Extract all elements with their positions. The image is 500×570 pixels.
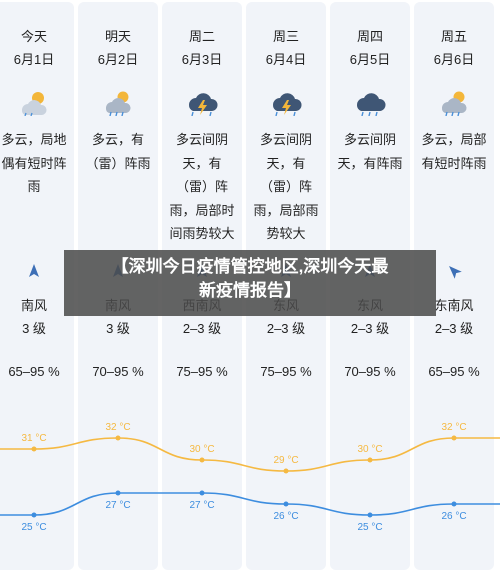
low-temp-label: 25 °C (21, 522, 46, 533)
wind-level: 3 级 (106, 321, 130, 336)
wind-direction: 东南风 (434, 298, 474, 313)
date-label: 6月5日 (349, 52, 391, 67)
high-temp-label: 32 °C (441, 422, 466, 433)
description-line: 多云间阴 (343, 132, 396, 147)
low-temp-label: 27 °C (189, 500, 214, 511)
thunderstorm-icon (184, 88, 220, 117)
high-temp-point (199, 457, 205, 463)
description-line: 天，有 (182, 155, 222, 171)
wind-direction: 南风 (20, 298, 47, 313)
high-temp-label: 30 °C (189, 444, 214, 455)
high-temp-label: 29 °C (273, 455, 298, 466)
date-label: 6月1日 (13, 52, 55, 67)
day-label: 周五 (440, 29, 467, 44)
description-line: 多云，局部 (421, 132, 487, 147)
low-temp-point (115, 490, 121, 496)
partly-cloudy-sun-icon (16, 88, 52, 117)
high-temp-point (451, 435, 457, 441)
date-label: 6月2日 (97, 52, 139, 67)
high-temp-label: 30 °C (357, 444, 382, 455)
wind-southeast-arrow-icon (446, 263, 462, 279)
partly-cloudy-rain-icon (436, 88, 472, 117)
day-label: 明天 (104, 29, 131, 44)
humidity-range: 70–95 % (344, 364, 396, 379)
low-temp-point (283, 501, 289, 507)
low-temp-point (31, 512, 37, 518)
low-temp-point (199, 490, 205, 496)
humidity-range: 75–95 % (176, 364, 228, 379)
cloud-sun-rain-icon (100, 88, 136, 117)
weather-description: 多云，有 （雷）阵雨 (75, 128, 161, 175)
humidity-range: 70–95 % (92, 364, 144, 379)
high-temp-point (283, 468, 289, 474)
wind-level: 2–3 级 (350, 321, 390, 336)
low-temp-line (0, 492, 500, 516)
high-temp-point (31, 446, 37, 452)
description-line: 势较大 (266, 226, 306, 241)
date-label: 6月3日 (181, 52, 223, 67)
high-temp-label: 31 °C (21, 433, 46, 444)
wind-level: 2–3 级 (266, 321, 306, 336)
wind-north-arrow-icon (26, 263, 42, 279)
description-line: 雨，局部时 (169, 202, 235, 218)
headline-text[interactable]: 【深圳今日疫情管控地区,深圳今天最 新疫情报告】 (64, 255, 436, 303)
date-label: 6月4日 (265, 52, 307, 67)
low-temp-label: 26 °C (441, 511, 466, 522)
weather-description: 多云间阴天，有阵雨 (327, 128, 413, 175)
low-temp-point (451, 501, 457, 507)
description-line: 有短时阵雨 (421, 155, 487, 171)
description-line: （雷）阵雨 (85, 155, 151, 171)
high-temp-point (367, 457, 373, 463)
weather-description: 多云间阴天，有 （雷）阵雨，局部雨势较大 (243, 128, 329, 246)
high-temp-line (0, 437, 500, 472)
weather-description: 多云，局地偶有短时阵雨 (0, 128, 77, 199)
description-line: 多云间阴 (175, 132, 228, 147)
description-line: 天，有 (266, 155, 306, 171)
low-temp-label: 25 °C (357, 522, 382, 533)
wind-level: 2–3 级 (182, 321, 222, 336)
day-label: 周四 (356, 29, 383, 44)
weather-description: 多云间阴天，有 （雷）阵雨，局部时间雨势较大 (159, 128, 245, 246)
description-line: 雨，局部雨 (253, 202, 319, 218)
wind-level: 3 级 (22, 321, 46, 336)
humidity-range: 65–95 % (8, 364, 60, 379)
low-temp-point (367, 512, 373, 518)
weather-description: 多云，局部有短时阵雨 (411, 128, 497, 175)
day-label: 周二 (188, 29, 215, 44)
humidity-range: 75–95 % (260, 364, 312, 379)
low-temp-label: 27 °C (105, 500, 130, 511)
description-line: （雷）阵 (259, 179, 312, 194)
description-line: 多云间阴 (259, 132, 312, 147)
headline-line[interactable]: 【深圳今日疫情管控地区,深圳今天最 (111, 257, 389, 276)
day-label: 今天 (20, 29, 47, 44)
high-temp-label: 32 °C (105, 422, 130, 433)
wind-level: 2–3 级 (434, 321, 474, 336)
low-temp-label: 26 °C (273, 511, 298, 522)
thunderstorm-icon (268, 88, 304, 117)
description-line: （雷）阵 (175, 179, 228, 194)
cloud-rain-icon (352, 88, 388, 117)
humidity-range: 65–95 % (428, 364, 480, 379)
description-line: 多云，有 (91, 132, 144, 147)
description-line: 天，有阵雨 (337, 155, 403, 171)
description-line: 偶有短时阵 (1, 155, 67, 171)
day-label: 周三 (272, 29, 299, 44)
headline-line[interactable]: 新疫情报告】 (199, 281, 301, 300)
description-line: 间雨势较大 (169, 226, 235, 241)
description-line: 雨 (27, 179, 41, 194)
date-label: 6月6日 (433, 52, 475, 67)
headline-banner (64, 250, 436, 316)
high-temp-point (115, 435, 121, 441)
description-line: 多云，局地 (1, 132, 67, 147)
